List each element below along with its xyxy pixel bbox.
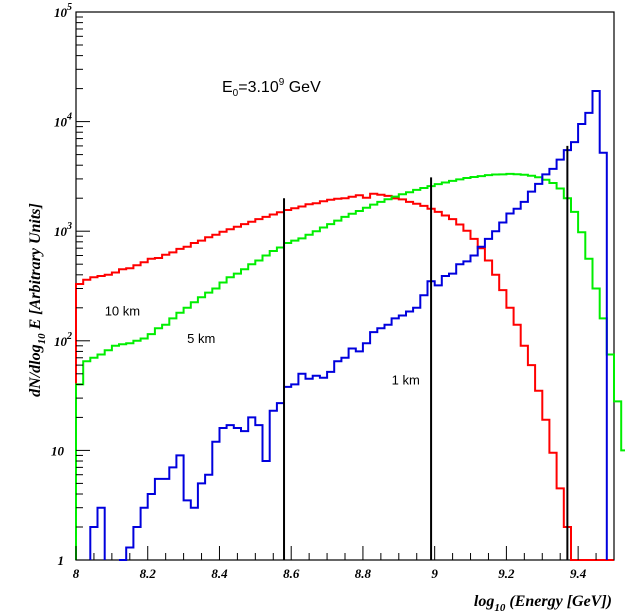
series-line-10-km [75,192,614,561]
y-tick-label: 1 [58,553,65,568]
x-tick-label: 8 [73,566,80,581]
y-tick-label: 102 [54,331,72,349]
y-axis-title: dN/dlog10 E [Arbitrary Units] [27,203,48,397]
x-tick-label: 9 [431,566,438,581]
y-tick-label: 103 [54,221,72,239]
x-tick-label: 9.4 [570,566,587,581]
y-tick-label: 105 [54,2,72,20]
series-label-1-km: 1 km [392,372,420,387]
series-line-1-km [89,90,608,561]
x-axis-title: log10 (Energy [GeV]) [474,593,612,614]
energy-annotation: E0=3.109 GeV [222,77,321,99]
series-label-5-km: 5 km [187,331,215,346]
x-tick-label: 8.8 [355,566,372,581]
series-line-5-km [75,172,625,560]
plot-frame [75,11,615,561]
x-tick-label: 8.2 [140,566,157,581]
vertical-lines-layer [283,145,569,560]
y-tick-label: 10 [51,443,65,458]
series-layer [75,90,625,561]
series-label-10-km: 10 km [105,304,140,319]
x-tick-label: 9.2 [498,566,515,581]
y-tick-label: 104 [54,112,72,130]
axes-layer: 8 8.2 8.4 8.6 8.8 9 9.2 9.4 1 10 102 103 104 105 [51,2,615,581]
labels-layer: 10 km 5 km 1 km [105,304,420,388]
x-tick-label: 8.6 [283,566,300,581]
x-tick-label: 8.4 [211,566,228,581]
